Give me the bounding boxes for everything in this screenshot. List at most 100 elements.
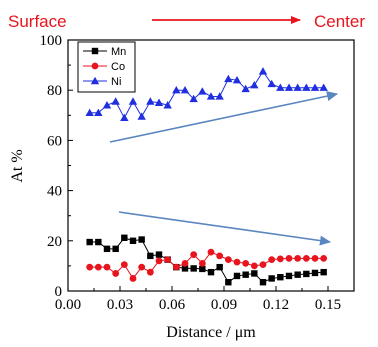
data-point-ni — [241, 84, 250, 93]
data-point-co — [86, 263, 94, 271]
data-point-co — [320, 254, 328, 262]
data-point-ni — [258, 67, 268, 75]
y-tick-label: 100 — [40, 33, 63, 49]
data-point-ni — [137, 112, 146, 120]
x-axis: 0.00 0.03 0.06 0.09 0.12 0.15 — [55, 286, 355, 313]
data-point-mn — [259, 279, 267, 286]
legend-label: Mn — [111, 46, 126, 58]
y-tick-label: 80 — [47, 83, 62, 99]
series-ni — [85, 67, 328, 122]
x-axis-title: Distance / μm — [166, 324, 256, 341]
legend-label: Ni — [111, 76, 121, 88]
data-point-ni — [146, 97, 155, 105]
y-axis: 0 20 40 60 80 100 — [40, 33, 73, 300]
data-point-co — [233, 258, 241, 266]
legend-item-mn: Mn — [83, 46, 126, 58]
data-point-mn — [155, 251, 163, 258]
data-point-ni — [111, 97, 120, 105]
y-tick-label: 60 — [47, 133, 62, 149]
data-point-mn — [320, 268, 327, 276]
data-point-co — [164, 256, 172, 264]
data-point-ni — [120, 113, 129, 122]
data-point-co — [224, 256, 232, 264]
data-point-co — [146, 268, 154, 276]
y-tick-label: 40 — [47, 184, 62, 200]
data-point-ni — [250, 80, 259, 89]
data-point-mn — [103, 245, 111, 253]
data-point-mn — [112, 245, 119, 253]
data-point-co — [276, 255, 284, 263]
data-point-co — [120, 261, 128, 269]
data-point-co — [94, 263, 102, 271]
data-point-co — [138, 263, 146, 271]
data-point-co — [285, 254, 293, 262]
data-point-ni — [206, 92, 216, 100]
data-point-mn — [294, 271, 301, 278]
legend-marker-co — [91, 62, 99, 70]
data-point-co — [181, 259, 189, 267]
x-tick-label: 0.03 — [107, 297, 133, 313]
data-point-co — [129, 275, 137, 282]
data-point-mn — [138, 236, 145, 243]
data-point-mn — [86, 238, 93, 246]
data-point-ni — [102, 101, 112, 109]
series-layer — [85, 67, 328, 286]
data-point-co — [190, 251, 198, 259]
data-point-co — [155, 257, 163, 265]
data-point-mn — [216, 263, 223, 271]
x-tick-label: 0.06 — [159, 297, 186, 313]
x-tick-label: 0.00 — [55, 297, 81, 313]
data-point-co — [294, 254, 302, 262]
data-point-mn — [199, 265, 206, 273]
data-point-ni — [284, 83, 294, 91]
data-point-mn — [147, 252, 154, 260]
legend-item-ni: Ni — [83, 76, 121, 88]
data-point-co — [259, 261, 267, 269]
y-tick-label: 0 — [55, 284, 63, 300]
data-point-ni — [180, 86, 190, 94]
data-point-mn — [303, 270, 310, 278]
data-point-ni — [172, 86, 181, 94]
data-point-ni — [267, 79, 276, 88]
data-point-ni — [310, 83, 320, 91]
legend-box — [77, 41, 136, 93]
legend-item-co: Co — [83, 61, 125, 73]
data-point-mn — [190, 265, 197, 272]
series-line-ni — [89, 70, 324, 119]
data-point-mn — [95, 238, 102, 246]
data-point-co — [311, 254, 319, 262]
data-point-mn — [285, 272, 293, 280]
data-point-ni — [319, 83, 328, 91]
data-point-co — [302, 254, 310, 262]
x-tick-label: 0.15 — [315, 297, 341, 313]
y-axis-title: At % — [9, 149, 26, 182]
legend-marker-mn — [91, 47, 99, 55]
data-point-mn — [207, 268, 215, 276]
data-point-ni — [154, 98, 164, 106]
x-tick-label: 0.12 — [263, 297, 289, 313]
data-point-mn — [268, 275, 275, 282]
data-point-mn — [181, 265, 189, 272]
trend-arrow-mn — [118, 211, 331, 246]
data-point-co — [103, 263, 111, 271]
data-point-mn — [225, 279, 232, 286]
y-tick-label: 20 — [47, 234, 62, 250]
data-point-ni — [215, 92, 224, 100]
legend: Mn Co Ni — [77, 41, 136, 93]
trend-arrow-ni — [109, 91, 338, 143]
data-point-co — [207, 248, 215, 256]
data-point-ni — [293, 83, 302, 91]
legend-label: Co — [111, 61, 125, 73]
data-point-co — [172, 263, 180, 271]
series-co — [86, 248, 328, 282]
data-point-co — [242, 259, 250, 267]
data-point-ni — [232, 75, 242, 84]
data-point-mn — [251, 270, 258, 277]
series-line-co — [89, 251, 324, 280]
data-point-ni — [224, 74, 233, 83]
data-point-ni — [189, 94, 198, 103]
series-line-mn — [89, 237, 324, 283]
legend-marker-ni — [90, 76, 100, 85]
data-point-mn — [242, 271, 249, 278]
